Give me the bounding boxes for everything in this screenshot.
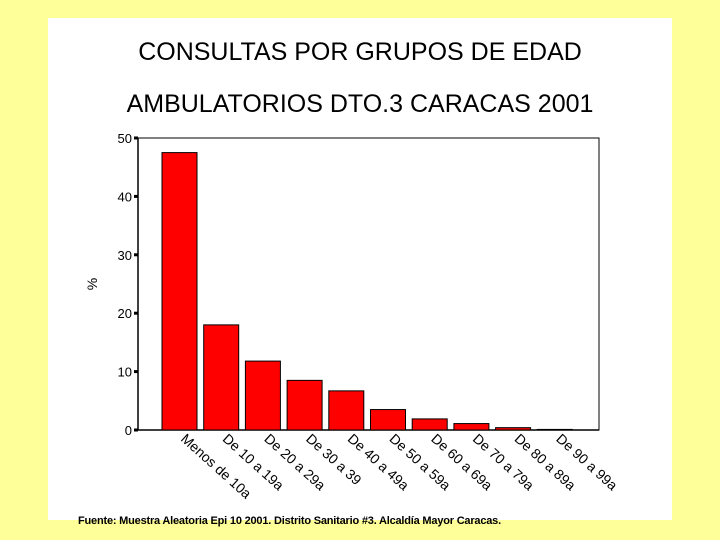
y-tick-mark — [134, 136, 138, 140]
y-tick-label: 10 — [118, 365, 132, 380]
y-tick-mark — [134, 428, 138, 432]
y-tick-mark — [134, 194, 138, 198]
y-tick-label: 50 — [118, 131, 132, 146]
y-tick-mark — [134, 370, 138, 374]
y-tick-mark — [134, 253, 138, 257]
y-tick-mark — [134, 311, 138, 315]
chart-title: CONSULTAS POR GRUPOS DE EDAD — [138, 38, 582, 66]
bar — [370, 409, 406, 431]
source-note: Fuente: Muestra Aleatoria Epi 10 2001. D… — [78, 515, 501, 527]
bar — [453, 423, 490, 431]
y-tick-label: 40 — [118, 189, 132, 204]
y-tick-label: 30 — [118, 248, 132, 263]
bar — [328, 390, 365, 431]
bar — [536, 428, 573, 431]
chart-subtitle: AMBULATORIOS DTO.3 CARACAS 2001 — [126, 90, 594, 118]
bar — [495, 427, 532, 431]
y-axis-label: % — [84, 278, 100, 290]
y-tick-label: 20 — [118, 306, 132, 321]
bar — [286, 379, 323, 431]
y-tick-label: 0 — [125, 423, 132, 438]
bar — [244, 360, 281, 431]
bar — [203, 324, 240, 431]
bar — [411, 418, 448, 431]
chart-panel — [48, 18, 672, 520]
bar — [161, 152, 198, 431]
